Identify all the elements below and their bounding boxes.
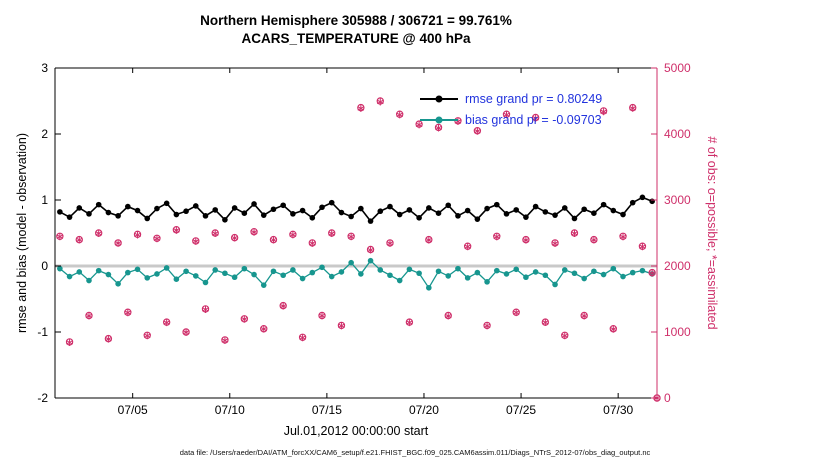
rmse-series (57, 194, 655, 224)
x-tick-label: 07/15 (312, 403, 342, 417)
rmse-marker-swatch (435, 95, 443, 102)
right-tick-label: 1000 (664, 325, 691, 339)
x-tick-label: 07/20 (409, 403, 439, 417)
left-tick-label: 3 (41, 61, 48, 75)
right-axis-label: # of obs: o=possible; *=assimilated (705, 136, 719, 330)
x-tick-label: 07/05 (118, 403, 148, 417)
right-tick-label: 5000 (664, 61, 691, 75)
chart-title-line2: ACARS_TEMPERATURE @ 400 hPa (241, 31, 471, 46)
bias-legend-label: bias grand pr = -0.09703 (465, 112, 602, 127)
rmse-legend-sample (420, 94, 458, 103)
left-tick-label: 0 (41, 259, 48, 273)
x-axis-label: Jul.01,2012 00:00:00 start (283, 424, 429, 438)
right-tick-label: 2000 (664, 259, 691, 273)
bias-legend-sample (420, 115, 458, 124)
left-tick-label: -2 (37, 391, 48, 405)
possible-series (56, 97, 661, 402)
assimilated-series (56, 98, 661, 402)
data-file-caption: data file: /Users/raeder/DAI/ATM_forcXX/… (179, 448, 651, 457)
right-tick-label: 4000 (664, 127, 691, 141)
legend-row-bias: bias grand pr = -0.09703 (420, 109, 602, 130)
chart-title-line1: Northern Hemisphere 305988 / 306721 = 99… (200, 13, 512, 28)
legend-row-rmse: rmse grand pr = 0.80249 (420, 88, 602, 109)
rmse-legend-label: rmse grand pr = 0.80249 (465, 91, 603, 106)
chart-title: Northern Hemisphere 305988 / 306721 = 99… (55, 12, 657, 48)
left-tick-label: -1 (37, 325, 48, 339)
axes: 07/05 07/10 07/15 07/20 07/25 07/30 3 2 1 0 -1 -2 0 1… (37, 61, 691, 417)
right-tick-label: 3000 (664, 193, 691, 207)
bias-marker-swatch (435, 116, 443, 123)
legend: rmse grand pr = 0.80249 bias grand pr = … (420, 88, 602, 130)
x-tick-label: 07/10 (215, 403, 245, 417)
x-tick-label: 07/25 (506, 403, 536, 417)
left-tick-label: 1 (41, 193, 48, 207)
left-axis-label: rmse and bias (model - observation) (15, 132, 29, 334)
left-tick-label: 2 (41, 127, 48, 141)
x-tick-label: 07/30 (603, 403, 633, 417)
right-tick-label: 0 (664, 391, 671, 405)
bias-series (57, 257, 655, 291)
